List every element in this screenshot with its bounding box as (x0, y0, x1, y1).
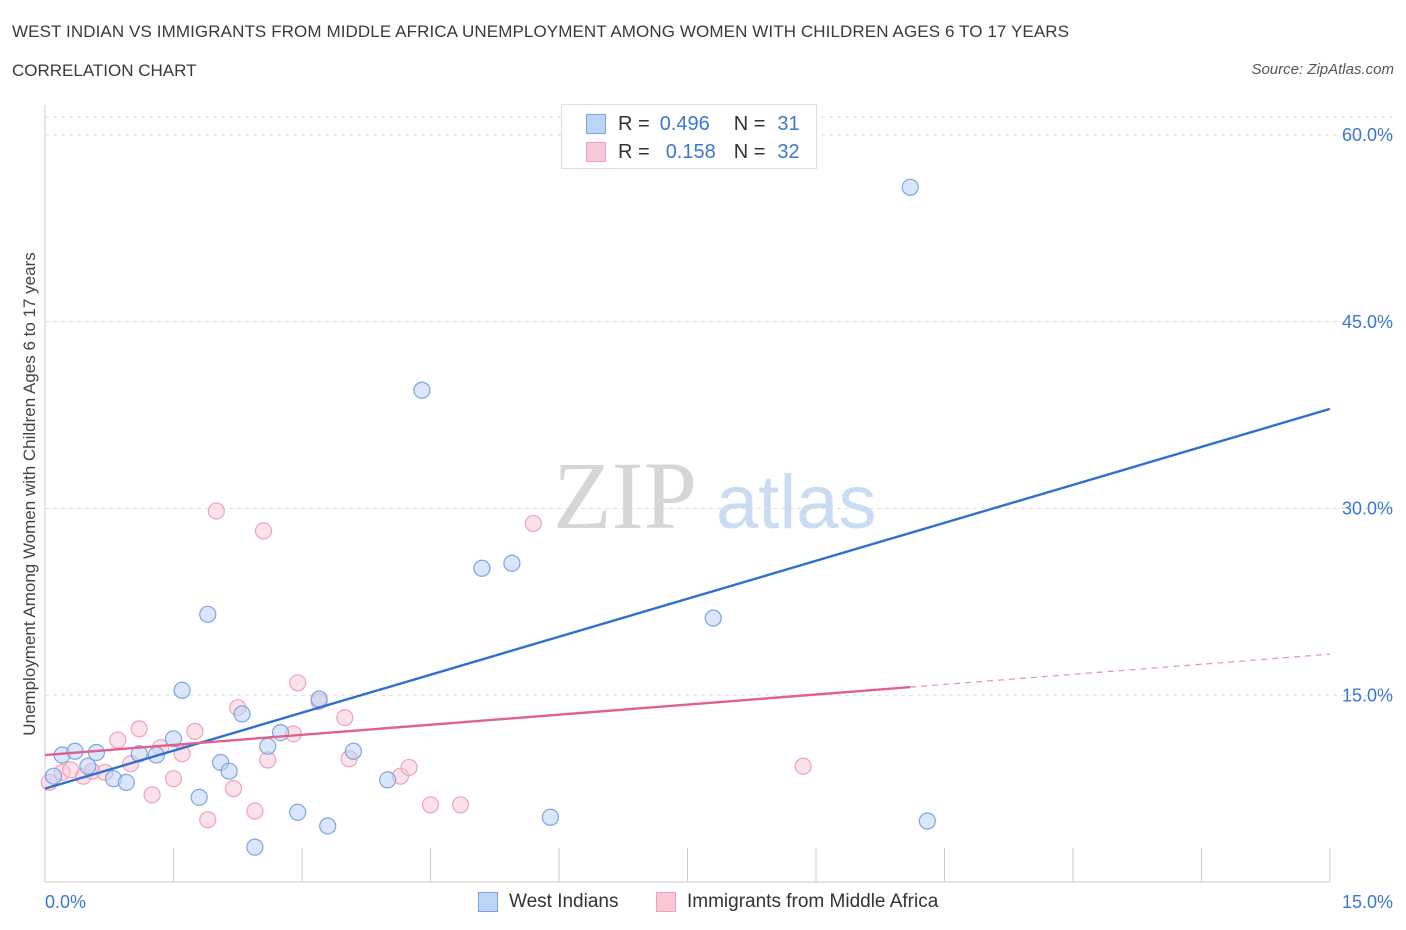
r-label: R = (618, 140, 650, 163)
stats-row-west-indians: R = 0.496 N = 31 (586, 112, 800, 136)
point-west-indians (310, 690, 328, 708)
point-middle-africa (524, 514, 542, 533)
r-value: 0.496 (659, 112, 710, 135)
point-west-indians (503, 554, 521, 572)
swatch-blue (586, 114, 606, 134)
point-west-indians (918, 812, 936, 830)
watermark-atlas: atlas (716, 460, 877, 545)
point-middle-africa (794, 757, 812, 775)
point-west-indians (190, 788, 208, 806)
legend-label: Immigrants from Middle Africa (687, 891, 939, 912)
trendline-west-indians (44, 407, 1331, 790)
point-west-indians (289, 803, 307, 821)
n-label: N = (733, 140, 766, 163)
y-tick-label: 30.0% (1342, 499, 1393, 519)
x-tick-label-min: 0.0% (45, 892, 86, 912)
swatch-pink (586, 142, 606, 162)
y-tick-label: 15.0% (1342, 685, 1393, 705)
point-west-indians (901, 178, 919, 196)
point-middle-africa (164, 770, 183, 788)
point-west-indians (413, 381, 431, 399)
y-tick-label: 45.0% (1342, 312, 1393, 332)
chart-title: WEST INDIAN VS IMMIGRANTS FROM MIDDLE AF… (12, 22, 1070, 41)
data-points (40, 178, 936, 856)
point-west-indians (319, 817, 337, 835)
n-value: 32 (777, 140, 800, 163)
point-west-indians (541, 808, 560, 826)
tick-labels: 15.0% 30.0% 45.0% 60.0% 0.0% 15.0% (45, 125, 1393, 912)
r-label: R = (618, 112, 650, 135)
point-middle-africa (246, 802, 264, 820)
point-middle-africa (451, 796, 470, 814)
point-middle-africa (109, 731, 127, 749)
point-west-indians (246, 838, 264, 856)
point-west-indians (44, 767, 63, 785)
point-west-indians (704, 609, 722, 627)
point-west-indians (259, 737, 277, 755)
axes (44, 105, 1331, 883)
point-middle-africa (130, 720, 148, 738)
point-west-indians (199, 605, 217, 623)
x-tick-label-max: 15.0% (1342, 892, 1393, 912)
point-middle-africa (421, 796, 440, 814)
point-west-indians (220, 762, 238, 780)
point-middle-africa (336, 709, 354, 727)
gridlines (45, 116, 1392, 696)
y-axis-label: Unemployment Among Women with Children A… (20, 252, 39, 736)
point-middle-africa (199, 811, 217, 829)
point-middle-africa (224, 780, 243, 798)
legend-label: West Indians (509, 891, 619, 912)
trend-lines (44, 407, 1331, 790)
point-west-indians (79, 757, 97, 775)
n-value: 31 (777, 112, 800, 135)
point-middle-africa (186, 722, 204, 740)
point-west-indians (473, 559, 491, 577)
legend-swatch-blue (478, 892, 498, 912)
point-west-indians (379, 771, 397, 789)
point-middle-africa (400, 758, 418, 777)
trendline-extension-middle-africa (910, 653, 1331, 688)
point-west-indians (164, 730, 183, 748)
point-middle-africa (289, 674, 307, 692)
stats-row-middle-africa: R = 0.158 N = 32 (586, 140, 800, 164)
r-value: 0.158 (665, 140, 716, 163)
n-label: N = (733, 112, 766, 135)
watermark-zip: ZIP (553, 442, 697, 549)
legend-item-west-indians[interactable]: West Indians (478, 889, 618, 915)
point-west-indians (173, 681, 191, 699)
point-west-indians (344, 742, 362, 760)
point-middle-africa (143, 786, 161, 804)
chart-subtitle: CORRELATION CHART (12, 61, 197, 80)
point-middle-africa (207, 502, 225, 520)
y-tick-label: 60.0% (1342, 125, 1393, 145)
trendline-middle-africa (44, 685, 911, 757)
point-west-indians (233, 705, 251, 723)
legend-swatch-pink (656, 892, 676, 912)
stats-legend: R = 0.496 N = 31 R = 0.158 N = 32 (561, 104, 817, 169)
legend-item-middle-africa[interactable]: Immigrants from Middle Africa (656, 889, 938, 915)
source-credit: Source: ZipAtlas.com (1251, 61, 1394, 78)
point-middle-africa (254, 522, 273, 540)
point-west-indians (117, 773, 135, 792)
point-west-indians (271, 723, 290, 742)
